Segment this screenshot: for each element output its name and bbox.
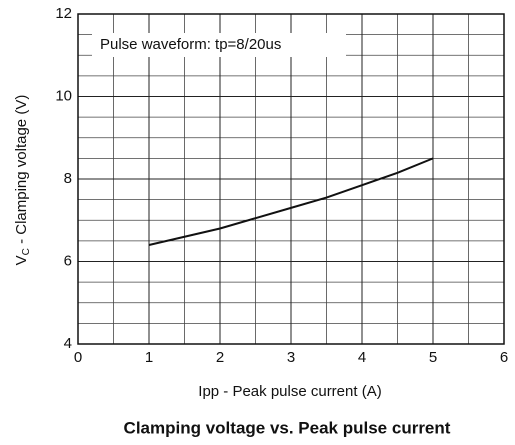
y-tick-label: 6	[64, 252, 72, 269]
y-label-subscript: C	[21, 248, 32, 255]
x-tick-label: 3	[287, 349, 295, 366]
annotation-box	[92, 33, 346, 57]
x-axis-label: Ipp - Peak pulse current (A)	[198, 383, 381, 400]
x-tick-label: 0	[74, 349, 82, 366]
x-tick-label: 2	[216, 349, 224, 366]
y-axis-label: VC - Clamping voltage (V)	[13, 95, 32, 266]
x-tick-label: 4	[358, 349, 366, 366]
y-tick-label: 4	[64, 335, 72, 352]
line-series	[148, 157, 434, 246]
y-label-text: - Clamping voltage (V)	[13, 95, 30, 248]
y-tick-label: 8	[64, 170, 72, 187]
chart-title: Clamping voltage vs. Peak pulse current	[124, 418, 451, 437]
y-label-symbol: V	[13, 255, 30, 265]
x-tick-label: 1	[145, 349, 153, 366]
plot-frame	[77, 13, 505, 345]
x-tick-label: 6	[500, 349, 508, 366]
y-tick-label: 12	[55, 5, 72, 22]
x-tick-label: 5	[429, 349, 437, 366]
annotation: Pulse waveform: tp=8/20us	[100, 36, 281, 53]
y-tick-label: 10	[55, 87, 72, 104]
